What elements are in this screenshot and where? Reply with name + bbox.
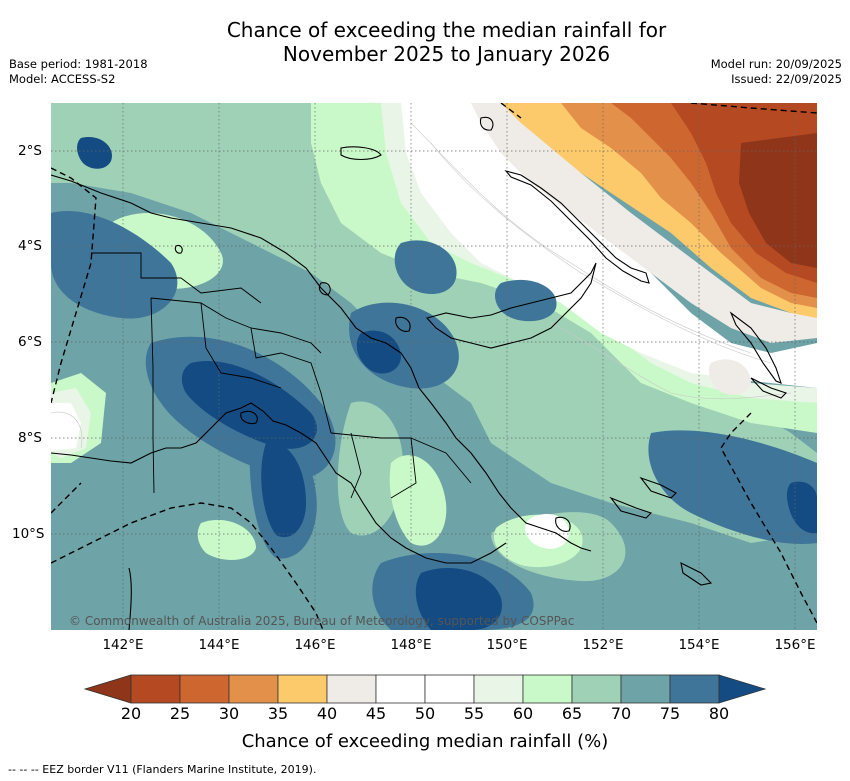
colorbar-tick: 20 — [120, 704, 142, 723]
colorbar-segment — [571, 674, 622, 704]
lon-label: 152°E — [582, 637, 624, 653]
colorbar-tick: 55 — [463, 704, 485, 723]
field-above-80 — [356, 330, 401, 374]
field-75-80 — [494, 279, 557, 322]
field-75-80 — [51, 211, 178, 319]
meta-right: Model run: 20/09/2025 Issued: 22/09/2025 — [711, 57, 842, 87]
boundaries — [91, 252, 472, 499]
field-above-80 — [415, 567, 502, 630]
lon-label: 146°E — [294, 637, 336, 653]
field-45-55 — [401, 103, 817, 388]
title-line-2: November 2025 to January 2026 — [282, 42, 611, 66]
field-above-80 — [77, 137, 112, 169]
colorbar — [84, 674, 767, 704]
base-period: Base period: 1981-2018 — [9, 57, 148, 71]
lon-label: 142°E — [102, 637, 144, 653]
lat-label: 10°S — [12, 526, 45, 542]
eez-footnote: -- -- -- EEZ border V11 (Flanders Marine… — [8, 763, 317, 776]
colorbar-tick: 25 — [169, 704, 191, 723]
issued-date: Issued: 22/09/2025 — [731, 72, 842, 86]
colorbar-segment — [620, 674, 671, 704]
colorbar-segment — [326, 674, 377, 704]
colorbar-segment — [179, 674, 230, 704]
eez-border — [51, 103, 817, 630]
field-45-55 — [51, 403, 81, 451]
rainfall-map: © Commonwealth of Australia 2025, Bureau… — [51, 103, 817, 630]
colorbar-tick: 50 — [414, 704, 436, 723]
title-line-1: Chance of exceeding the median rainfall … — [226, 18, 667, 42]
colorbar-segment — [228, 674, 279, 704]
lat-label: 4°S — [18, 238, 42, 254]
chart-title: Chance of exceeding the median rainfall … — [0, 18, 850, 66]
meta-left: Base period: 1981-2018 Model: ACCESS-S2 — [9, 57, 148, 87]
colorbar-tick: 30 — [218, 704, 240, 723]
lat-label: 2°S — [18, 143, 42, 159]
field-40-45 — [471, 103, 817, 343]
colorbar-extend-high — [718, 674, 767, 704]
colorbar-label: Chance of exceeding median rainfall (%) — [241, 731, 609, 752]
field-above-80 — [261, 442, 306, 538]
lon-label: 150°E — [486, 637, 528, 653]
model-name: Model: ACCESS-S2 — [9, 72, 116, 86]
colorbar-extend-low — [84, 674, 132, 704]
coastline — [51, 116, 788, 630]
copyright-notice: © Commonwealth of Australia 2025, Bureau… — [69, 614, 574, 628]
lon-label: 148°E — [390, 637, 432, 653]
colorbar-tick: 65 — [561, 704, 583, 723]
field-below-20 — [739, 133, 817, 268]
lon-label: 144°E — [198, 637, 240, 653]
colorbar-tick: 75 — [659, 704, 681, 723]
colorbar-segment — [522, 674, 573, 704]
field-60-65 — [389, 455, 447, 546]
model-run: Model run: 20/09/2025 — [710, 57, 842, 71]
field-above-80 — [181, 361, 317, 449]
field-45-55 — [525, 514, 570, 549]
field-40-45 — [708, 359, 751, 395]
field-75-80 — [394, 240, 457, 295]
colorbar-segment — [473, 674, 524, 704]
colorbar-tick: 35 — [267, 704, 289, 723]
field-above-80 — [786, 481, 817, 534]
colorbar-tick: 45 — [365, 704, 387, 723]
colorbar-segment — [669, 674, 720, 704]
colorbar-tick: 70 — [610, 704, 632, 723]
colorbar-tick: 60 — [512, 704, 534, 723]
field-75-80 — [648, 430, 817, 544]
colorbar-segment — [375, 674, 426, 704]
lon-label: 156°E — [774, 637, 816, 653]
contour-lines — [51, 122, 792, 449]
colorbar-tick: 80 — [708, 704, 730, 723]
colorbar-segment — [130, 674, 181, 704]
colorbar-segment — [277, 674, 328, 704]
lat-label: 8°S — [18, 430, 42, 446]
field-60-65 — [197, 519, 256, 560]
colorbar-tick: 40 — [316, 704, 338, 723]
lat-label: 6°S — [18, 334, 42, 350]
lon-label: 154°E — [678, 637, 720, 653]
colorbar-segment — [424, 674, 475, 704]
